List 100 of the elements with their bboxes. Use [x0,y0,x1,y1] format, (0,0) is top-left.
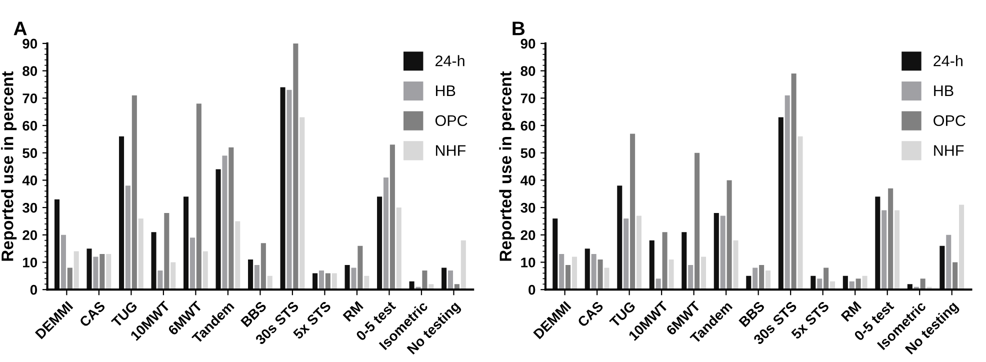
bar [318,270,324,290]
chart-title: A [14,22,27,36]
bar [54,199,60,290]
y-tick-label: 30 [520,202,536,213]
bar [396,208,402,290]
bar [300,117,305,290]
y-tick-label: 50 [22,148,38,158]
bar [293,43,298,290]
legend-label: 24-h [436,55,464,66]
bar [894,210,900,290]
bar [344,264,350,290]
bar [810,276,816,290]
bar [184,196,189,290]
bar [158,270,163,290]
bar [325,273,330,290]
bar [700,256,706,290]
bar [649,240,654,290]
y-tick-label: 90 [22,38,38,49]
legend-label: HB [934,86,954,96]
bar [190,238,195,290]
bar [791,74,796,290]
legend-label: NHF [436,145,466,156]
bar [286,90,292,290]
bar [765,270,771,290]
y-tick-label: 10 [521,258,536,268]
bar [824,268,829,290]
bar [624,218,629,290]
bar [636,216,642,290]
bar [448,270,454,290]
bar [940,246,945,290]
bar [377,196,382,290]
y-tick-label: 90 [520,38,536,49]
bar [959,204,964,290]
bar [460,240,466,290]
bar [842,276,848,290]
bar [422,270,428,290]
bar [617,186,622,290]
bar [720,216,726,290]
y-tick-label: 80 [22,66,38,76]
bar [202,251,208,290]
bar [74,251,79,290]
bar [125,186,130,290]
bar [132,95,137,290]
bar [875,196,880,290]
bar [312,273,318,290]
bar [235,221,240,290]
bar [351,268,356,290]
bar [364,276,370,290]
legend-label: OPC [934,115,966,126]
y-tick-label: 40 [22,176,38,186]
y-tick-label: 80 [520,66,536,76]
y-tick-label: 70 [520,93,536,104]
bar [591,254,596,290]
bar [572,256,577,290]
bar [604,268,610,290]
bar [151,232,156,290]
bar [383,177,389,290]
bar [100,254,105,290]
bar [332,273,337,290]
bar [752,268,758,290]
y-tick-label: 70 [22,93,38,104]
bar [170,262,176,290]
bar [566,264,571,290]
y-tick-label: 30 [22,202,38,213]
bar [856,278,861,290]
bar [138,218,144,290]
bar [598,260,603,290]
bar [60,234,66,290]
bar [746,276,752,290]
bar [784,95,790,290]
y-tick-label: 20 [520,230,536,240]
legend-label: OPC [435,115,468,126]
bar [682,232,687,290]
y-axis-title: Reported use in percent [499,71,515,261]
bar [733,240,738,290]
bar [888,188,894,290]
bar [93,256,98,290]
bar [248,260,254,290]
bar [267,276,272,290]
y-tick-label: 40 [520,176,536,186]
bar [920,278,926,290]
bar [106,254,112,290]
legend-label: NHF [934,145,964,156]
bar [358,246,363,290]
bar [778,117,784,290]
bar [552,218,558,290]
bar [260,243,266,290]
bar [86,248,92,290]
y-tick-label: 50 [520,148,536,158]
bar [688,264,694,290]
x-tick-label: RM [840,301,862,322]
bar [222,156,228,290]
bar [390,144,395,290]
bar [216,169,221,290]
bar [630,134,636,290]
bar [862,276,868,290]
y-tick-label: 60 [520,120,536,131]
bar [280,87,286,290]
bar [442,268,447,290]
bar [714,213,719,290]
